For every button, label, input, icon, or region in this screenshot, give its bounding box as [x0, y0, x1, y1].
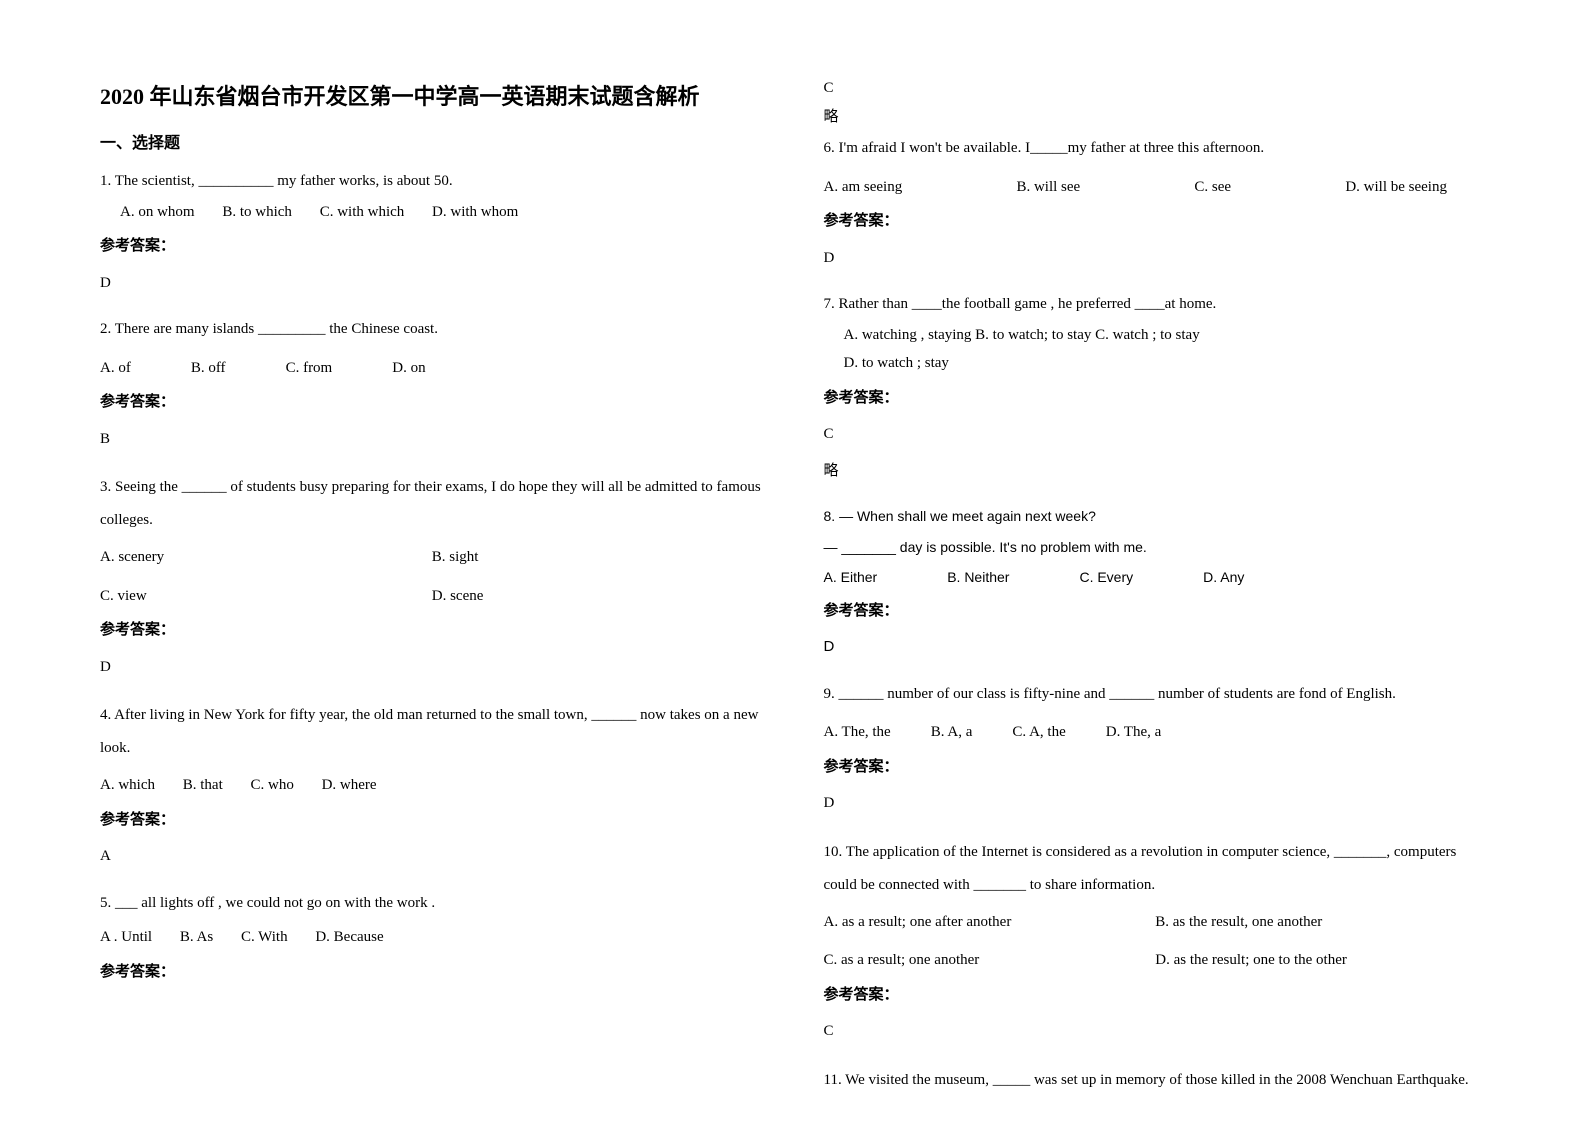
- question-8: 8. — When shall we meet again next week?…: [824, 503, 1488, 670]
- question-3: 3. Seeing the ______ of students busy pr…: [100, 471, 764, 689]
- question-options: A. which B. that C. who D. where: [100, 771, 764, 800]
- question-text-1: 8. — When shall we meet again next week?: [824, 503, 1488, 530]
- question-options: A. Either B. Neither C. Every D. Any: [824, 564, 1488, 591]
- question-options: A. of B. off C. from D. on: [100, 354, 764, 383]
- option-a: A. am seeing: [824, 173, 903, 202]
- question-text: 3. Seeing the ______ of students busy pr…: [100, 471, 764, 537]
- option-b: B. sight: [432, 543, 764, 572]
- question-6: 6. I'm afraid I won't be available. I___…: [824, 134, 1488, 280]
- question-text-2: — _______ day is possible. It's no probl…: [824, 534, 1488, 561]
- question-4: 4. After living in New York for fifty ye…: [100, 699, 764, 879]
- option-c: C. from: [286, 354, 333, 383]
- answer-label: 参考答案：: [824, 207, 1488, 236]
- answer-omit: 略: [824, 457, 1488, 486]
- question-5: 5. ___ all lights off , we could not go …: [100, 889, 764, 995]
- question-10: 10. The application of the Internet is c…: [824, 836, 1488, 1054]
- option-a: A. Either: [824, 564, 878, 591]
- option-b: B. will see: [1016, 173, 1080, 202]
- option-d: D. will be seeing: [1345, 173, 1447, 202]
- answer-label: 参考答案：: [100, 232, 764, 261]
- option-b: B. off: [191, 354, 226, 383]
- option-d: D. on: [392, 354, 425, 383]
- option-a: A. The, the: [824, 718, 891, 747]
- document-title: 2020 年山东省烟台市开发区第一中学高一英语期末试题含解析: [100, 80, 764, 113]
- question-2: 2. There are many islands _________ the …: [100, 315, 764, 461]
- option-b: B. to which: [222, 204, 292, 220]
- answer-value: C: [824, 80, 1488, 97]
- question-text: 4. After living in New York for fifty ye…: [100, 699, 764, 765]
- option-b: B. as the result, one another: [1155, 908, 1487, 937]
- question-text: 10. The application of the Internet is c…: [824, 836, 1488, 902]
- answer-omit: 略: [824, 105, 1488, 126]
- option-d: D. scene: [432, 582, 764, 611]
- answer-label: 参考答案：: [824, 384, 1488, 413]
- option-a: A. of: [100, 354, 131, 383]
- answer-label: 参考答案：: [824, 753, 1488, 782]
- question-text: 11. We visited the museum, _____ was set…: [824, 1064, 1488, 1097]
- option-c: C. Every: [1079, 564, 1133, 591]
- answer-value: D: [824, 633, 1488, 662]
- question-options: A. as a result; one after another B. as …: [824, 908, 1488, 975]
- question-text: 7. Rather than ____the football game , h…: [824, 290, 1488, 319]
- answer-value: C: [824, 1017, 1488, 1046]
- option-b: B. Neither: [947, 564, 1009, 591]
- option-d: D. as the result; one to the other: [1155, 946, 1487, 975]
- answer-label: 参考答案：: [100, 958, 764, 987]
- answer-value: C: [824, 420, 1488, 449]
- answer-label: 参考答案：: [824, 597, 1488, 626]
- answer-label: 参考答案：: [824, 981, 1488, 1010]
- option-b: B. As: [180, 929, 213, 945]
- answer-label: 参考答案：: [100, 616, 764, 645]
- question-text: 6. I'm afraid I won't be available. I___…: [824, 134, 1488, 163]
- left-column: 2020 年山东省烟台市开发区第一中学高一英语期末试题含解析 一、选择题 1. …: [100, 80, 764, 1082]
- answer-value: D: [824, 244, 1488, 273]
- question-9: 9. ______ number of our class is fifty-n…: [824, 680, 1488, 826]
- option-a: A . Until: [100, 929, 152, 945]
- option-d: D. where: [322, 777, 377, 793]
- section-header: 一、选择题: [100, 129, 764, 153]
- answer-value: A: [100, 842, 764, 871]
- option-c: C. view: [100, 582, 432, 611]
- option-b: B. that: [183, 777, 223, 793]
- question-options: A. scenery B. sight C. view D. scene: [100, 543, 764, 610]
- question-text: 5. ___ all lights off , we could not go …: [100, 889, 764, 918]
- option-d: D. Because: [315, 929, 383, 945]
- question-options: A . Until B. As C. With D. Because: [100, 923, 764, 952]
- option-d: D. with whom: [432, 204, 518, 220]
- option-a: A. which: [100, 777, 155, 793]
- answer-value: D: [824, 789, 1488, 818]
- option-d: D. The, a: [1106, 718, 1162, 747]
- question-options: A. am seeing B. will see C. see D. will …: [824, 173, 1488, 202]
- right-column: C 略 6. I'm afraid I won't be available. …: [824, 80, 1488, 1082]
- answer-label: 参考答案：: [100, 806, 764, 835]
- question-options-line1: A. watching , staying B. to watch; to st…: [824, 321, 1488, 350]
- option-c: C. as a result; one another: [824, 946, 1156, 975]
- question-text: 9. ______ number of our class is fifty-n…: [824, 680, 1488, 709]
- option-c: C. who: [251, 777, 294, 793]
- option-c: C. with which: [320, 204, 405, 220]
- option-b: B. A, a: [931, 718, 973, 747]
- question-7: 7. Rather than ____the football game , h…: [824, 290, 1488, 493]
- answer-value: D: [100, 653, 764, 682]
- question-text: 2. There are many islands _________ the …: [100, 315, 764, 344]
- option-d: D. Any: [1203, 564, 1244, 591]
- answer-value: B: [100, 425, 764, 454]
- question-options: A. on whom B. to which C. with which D. …: [100, 198, 764, 227]
- answer-value: D: [100, 269, 764, 298]
- question-1: 1. The scientist, __________ my father w…: [100, 167, 764, 305]
- option-c: C. A, the: [1012, 718, 1065, 747]
- question-11: 11. We visited the museum, _____ was set…: [824, 1064, 1488, 1099]
- answer-label: 参考答案：: [100, 388, 764, 417]
- option-a: A. on whom: [120, 204, 195, 220]
- question-options: A. The, the B. A, a C. A, the D. The, a: [824, 718, 1488, 747]
- option-c: C. see: [1194, 173, 1231, 202]
- question-text: 1. The scientist, __________ my father w…: [100, 167, 764, 196]
- question-options-line2: D. to watch ; stay: [824, 349, 1488, 378]
- option-a: A. scenery: [100, 543, 432, 572]
- option-a: A. as a result; one after another: [824, 908, 1156, 937]
- option-c: C. With: [241, 929, 288, 945]
